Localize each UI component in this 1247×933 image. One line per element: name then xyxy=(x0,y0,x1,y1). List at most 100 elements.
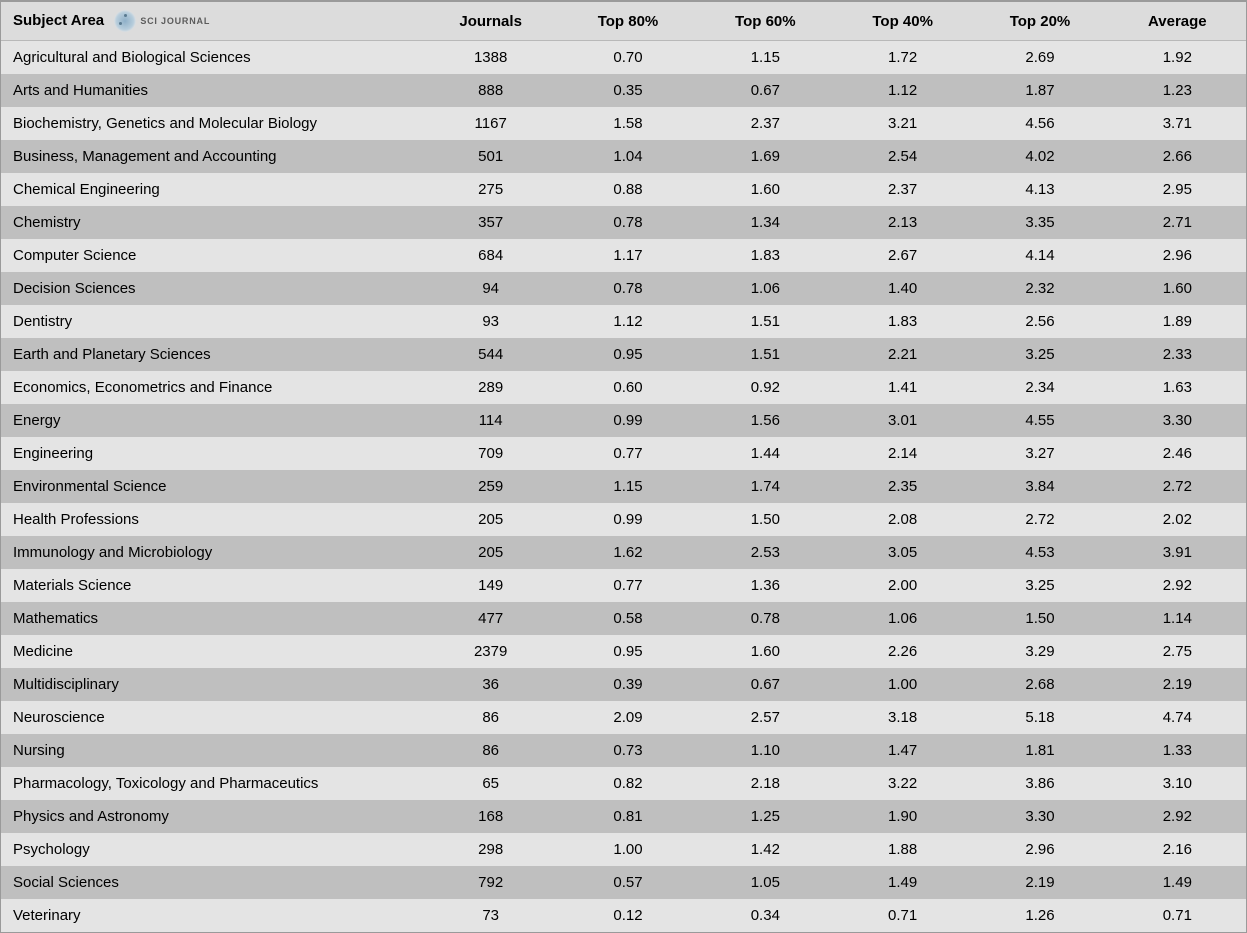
cell-journals: 477 xyxy=(422,602,559,635)
cell-top80: 0.77 xyxy=(559,437,696,470)
cell-subject: Economics, Econometrics and Finance xyxy=(1,371,422,404)
cell-journals: 93 xyxy=(422,305,559,338)
table-row: Nursing860.731.101.471.811.33 xyxy=(1,734,1246,767)
table-row: Dentistry931.121.511.832.561.89 xyxy=(1,305,1246,338)
cell-avg: 2.71 xyxy=(1109,206,1246,239)
cell-avg: 0.71 xyxy=(1109,899,1246,932)
table-row: Neuroscience862.092.573.185.184.74 xyxy=(1,701,1246,734)
table-row: Chemical Engineering2750.881.602.374.132… xyxy=(1,173,1246,206)
cell-top40: 2.35 xyxy=(834,470,971,503)
cell-top40: 3.22 xyxy=(834,767,971,800)
cell-top40: 1.49 xyxy=(834,866,971,899)
cell-avg: 4.74 xyxy=(1109,701,1246,734)
cell-subject: Environmental Science xyxy=(1,470,422,503)
cell-avg: 1.63 xyxy=(1109,371,1246,404)
cell-top40: 2.00 xyxy=(834,569,971,602)
cell-top80: 0.73 xyxy=(559,734,696,767)
cell-top60: 0.67 xyxy=(697,74,834,107)
cell-top20: 4.53 xyxy=(971,536,1108,569)
cell-top80: 0.70 xyxy=(559,41,696,75)
cell-avg: 2.02 xyxy=(1109,503,1246,536)
cell-top80: 0.78 xyxy=(559,272,696,305)
col-header-average[interactable]: Average xyxy=(1109,2,1246,41)
cell-journals: 709 xyxy=(422,437,559,470)
col-header-top20[interactable]: Top 20% xyxy=(971,2,1108,41)
cell-top20: 3.30 xyxy=(971,800,1108,833)
table-row: Engineering7090.771.442.143.272.46 xyxy=(1,437,1246,470)
cell-journals: 73 xyxy=(422,899,559,932)
cell-top60: 1.34 xyxy=(697,206,834,239)
cell-top20: 3.35 xyxy=(971,206,1108,239)
cell-subject: Multidisciplinary xyxy=(1,668,422,701)
cell-journals: 2379 xyxy=(422,635,559,668)
table-row: Psychology2981.001.421.882.962.16 xyxy=(1,833,1246,866)
cell-top60: 1.83 xyxy=(697,239,834,272)
cell-top20: 4.02 xyxy=(971,140,1108,173)
cell-top60: 1.51 xyxy=(697,338,834,371)
data-table: Subject Area SCI JOURNAL Journals Top 80… xyxy=(1,2,1246,932)
col-header-subject[interactable]: Subject Area SCI JOURNAL xyxy=(1,2,422,41)
cell-avg: 1.49 xyxy=(1109,866,1246,899)
cell-journals: 888 xyxy=(422,74,559,107)
cell-journals: 684 xyxy=(422,239,559,272)
cell-top40: 3.01 xyxy=(834,404,971,437)
cell-avg: 2.92 xyxy=(1109,800,1246,833)
col-header-top80[interactable]: Top 80% xyxy=(559,2,696,41)
cell-top20: 4.55 xyxy=(971,404,1108,437)
cell-top40: 2.54 xyxy=(834,140,971,173)
cell-avg: 2.16 xyxy=(1109,833,1246,866)
cell-top40: 3.05 xyxy=(834,536,971,569)
cell-avg: 1.89 xyxy=(1109,305,1246,338)
cell-avg: 2.75 xyxy=(1109,635,1246,668)
cell-top40: 3.18 xyxy=(834,701,971,734)
impact-factor-table: Subject Area SCI JOURNAL Journals Top 80… xyxy=(0,0,1247,933)
cell-top60: 1.69 xyxy=(697,140,834,173)
cell-top40: 2.37 xyxy=(834,173,971,206)
cell-top40: 1.83 xyxy=(834,305,971,338)
cell-top80: 1.17 xyxy=(559,239,696,272)
cell-top40: 1.06 xyxy=(834,602,971,635)
table-row: Mathematics4770.580.781.061.501.14 xyxy=(1,602,1246,635)
cell-top60: 1.10 xyxy=(697,734,834,767)
cell-subject: Engineering xyxy=(1,437,422,470)
cell-top80: 1.62 xyxy=(559,536,696,569)
cell-journals: 114 xyxy=(422,404,559,437)
table-row: Earth and Planetary Sciences5440.951.512… xyxy=(1,338,1246,371)
cell-top20: 2.32 xyxy=(971,272,1108,305)
col-header-journals[interactable]: Journals xyxy=(422,2,559,41)
cell-top80: 0.35 xyxy=(559,74,696,107)
cell-top60: 1.15 xyxy=(697,41,834,75)
cell-top20: 3.29 xyxy=(971,635,1108,668)
cell-top20: 4.13 xyxy=(971,173,1108,206)
cell-journals: 65 xyxy=(422,767,559,800)
cell-top20: 3.84 xyxy=(971,470,1108,503)
col-header-top40[interactable]: Top 40% xyxy=(834,2,971,41)
cell-journals: 259 xyxy=(422,470,559,503)
table-row: Computer Science6841.171.832.674.142.96 xyxy=(1,239,1246,272)
cell-subject: Immunology and Microbiology xyxy=(1,536,422,569)
cell-subject: Mathematics xyxy=(1,602,422,635)
cell-subject: Psychology xyxy=(1,833,422,866)
cell-journals: 205 xyxy=(422,536,559,569)
col-header-top60[interactable]: Top 60% xyxy=(697,2,834,41)
cell-top40: 0.71 xyxy=(834,899,971,932)
cell-top80: 0.78 xyxy=(559,206,696,239)
cell-journals: 275 xyxy=(422,173,559,206)
cell-top20: 2.69 xyxy=(971,41,1108,75)
cell-subject: Materials Science xyxy=(1,569,422,602)
cell-subject: Chemistry xyxy=(1,206,422,239)
cell-journals: 94 xyxy=(422,272,559,305)
table-row: Economics, Econometrics and Finance2890.… xyxy=(1,371,1246,404)
cell-avg: 1.92 xyxy=(1109,41,1246,75)
cell-top60: 0.78 xyxy=(697,602,834,635)
cell-subject: Social Sciences xyxy=(1,866,422,899)
cell-top80: 1.00 xyxy=(559,833,696,866)
cell-top60: 1.06 xyxy=(697,272,834,305)
cell-journals: 298 xyxy=(422,833,559,866)
cell-avg: 1.14 xyxy=(1109,602,1246,635)
cell-top20: 3.25 xyxy=(971,569,1108,602)
cell-top80: 1.15 xyxy=(559,470,696,503)
col-header-label: Subject Area xyxy=(13,12,104,29)
cell-top80: 0.60 xyxy=(559,371,696,404)
cell-top80: 0.99 xyxy=(559,503,696,536)
